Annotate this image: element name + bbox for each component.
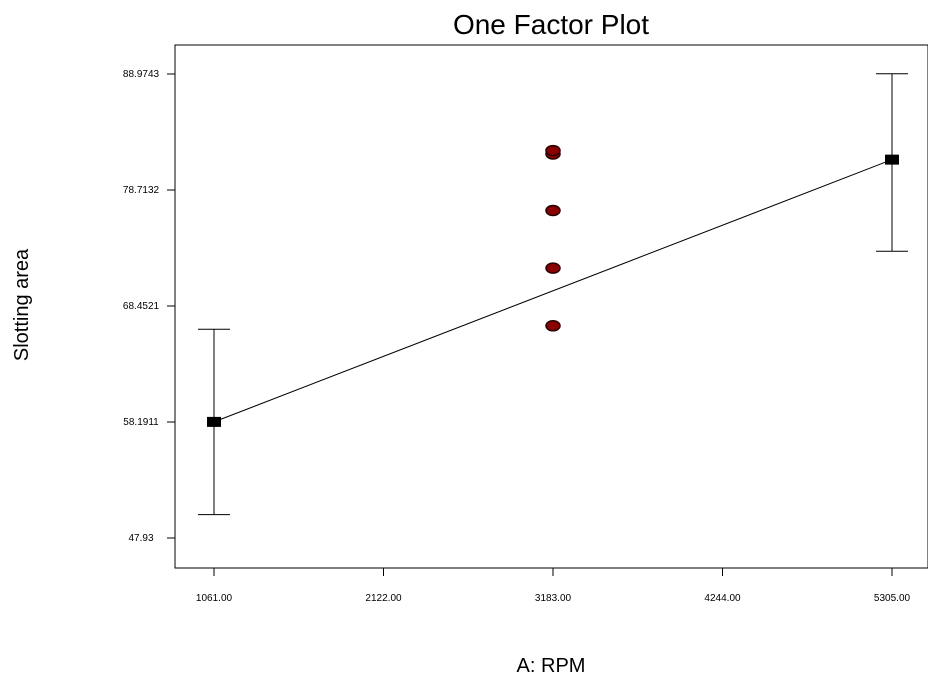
- x-axis-title: A: RPM: [517, 655, 586, 677]
- y-tick-label-0: 47.93: [128, 533, 153, 544]
- fit-line: [213, 159, 893, 423]
- y-tick-label-3: 78.7132: [123, 185, 160, 196]
- design-point-4: [545, 320, 561, 332]
- y-axis: 47.93 58.1911 68.4521 78.7132 88.9743: [123, 69, 175, 544]
- x-tick-label-0: 1061.00: [196, 593, 233, 604]
- x-tick-label-3: 4244.00: [704, 593, 741, 604]
- x-axis: 1061.00 2122.00 3183.00 4244.00 5305.00: [196, 568, 911, 604]
- mean-marker-1: [885, 154, 899, 165]
- design-point-3: [545, 262, 561, 274]
- x-tick-label-1: 2122.00: [365, 593, 402, 604]
- y-tick-label-2: 68.4521: [123, 301, 160, 312]
- design-point-2: [545, 204, 561, 217]
- y-tick-label-1: 58.1911: [123, 417, 159, 428]
- y-axis-title: Slotting area: [11, 248, 33, 361]
- plot-series: [198, 73, 908, 516]
- y-tick-label-4: 88.9743: [123, 69, 160, 80]
- plot-frame: [174, 44, 928, 569]
- chart-title: One Factor Plot: [453, 9, 649, 40]
- x-tick-label-4: 5305.00: [874, 593, 911, 604]
- x-tick-label-2: 3183.00: [535, 593, 572, 604]
- design-point-1: [545, 144, 561, 157]
- mean-marker-0: [207, 416, 221, 427]
